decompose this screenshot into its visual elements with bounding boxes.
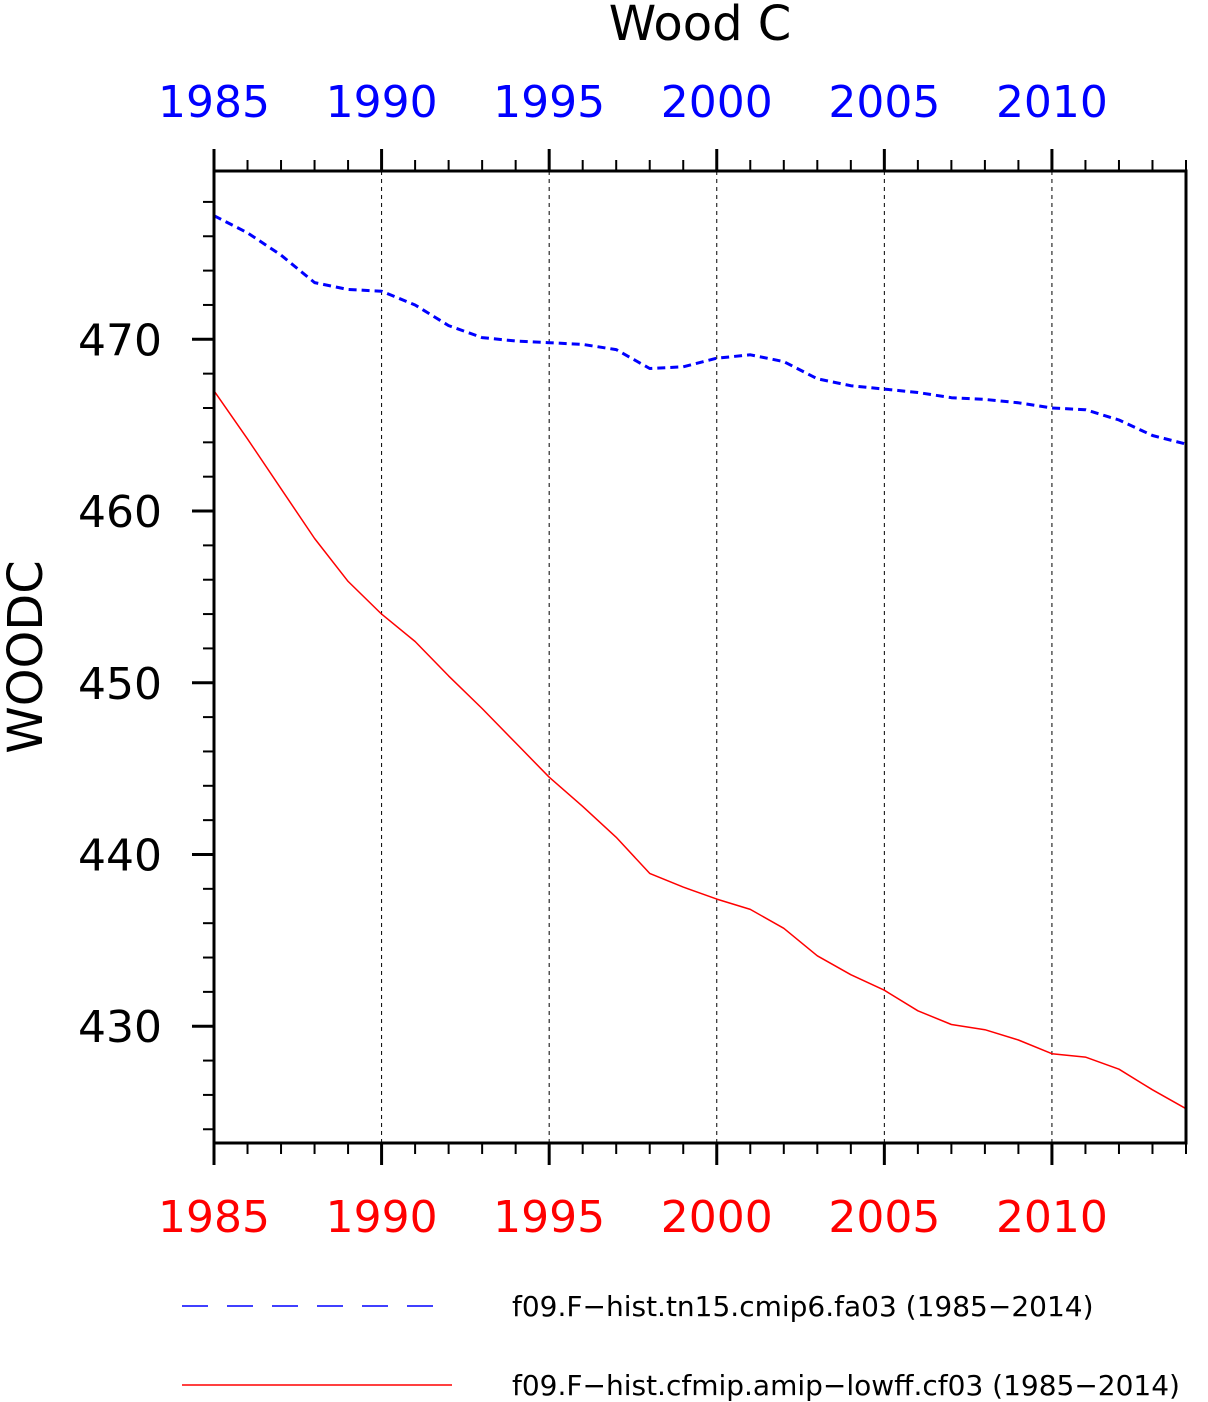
y-tick-label: 450 [78, 659, 162, 710]
top-x-tick-labels: 1985 1990 1995 2000 2005 2010 [158, 77, 1108, 128]
y-axis-label: WOODC [0, 560, 54, 754]
legend-label-1: f09.F−hist.tn15.cmip6.fa03 (1985−2014) [512, 1290, 1094, 1323]
grid-lines [381, 171, 1053, 1143]
top-x-tick-label: 1985 [158, 77, 270, 128]
bottom-x-tick-labels: 1985 1990 1995 2000 2005 2010 [158, 1192, 1108, 1243]
series-line-2 [213, 390, 1187, 1110]
bottom-x-tick-label: 1990 [326, 1192, 438, 1243]
axis-ticks [192, 149, 1187, 1165]
chart-title: Wood C [609, 0, 792, 52]
y-tick-labels: 430 440 450 460 470 [78, 315, 162, 1053]
top-x-tick-label: 1990 [326, 77, 438, 128]
series-line-1 [213, 214, 1187, 446]
top-x-tick-label: 2005 [828, 77, 940, 128]
bottom-x-tick-label: 2005 [828, 1192, 940, 1243]
bottom-x-tick-label: 1995 [493, 1192, 605, 1243]
y-tick-label: 430 [78, 1002, 162, 1053]
plot-frame [212, 169, 1188, 1145]
top-x-tick-label: 1995 [493, 77, 605, 128]
y-tick-label: 460 [78, 487, 162, 538]
bottom-x-tick-label: 2010 [996, 1192, 1108, 1243]
bottom-x-tick-label: 2000 [661, 1192, 773, 1243]
series-lines [213, 214, 1187, 1110]
top-x-tick-label: 2010 [996, 77, 1108, 128]
y-tick-label: 470 [78, 315, 162, 366]
top-x-tick-label: 2000 [661, 77, 773, 128]
legend: f09.F−hist.tn15.cmip6.fa03 (1985−2014) f0… [182, 1290, 1180, 1402]
bottom-x-tick-label: 1985 [158, 1192, 270, 1243]
y-tick-label: 440 [78, 830, 162, 881]
legend-label-2: f09.F−hist.cfmip.amip−lowff.cf03 (1985−2… [512, 1369, 1180, 1402]
